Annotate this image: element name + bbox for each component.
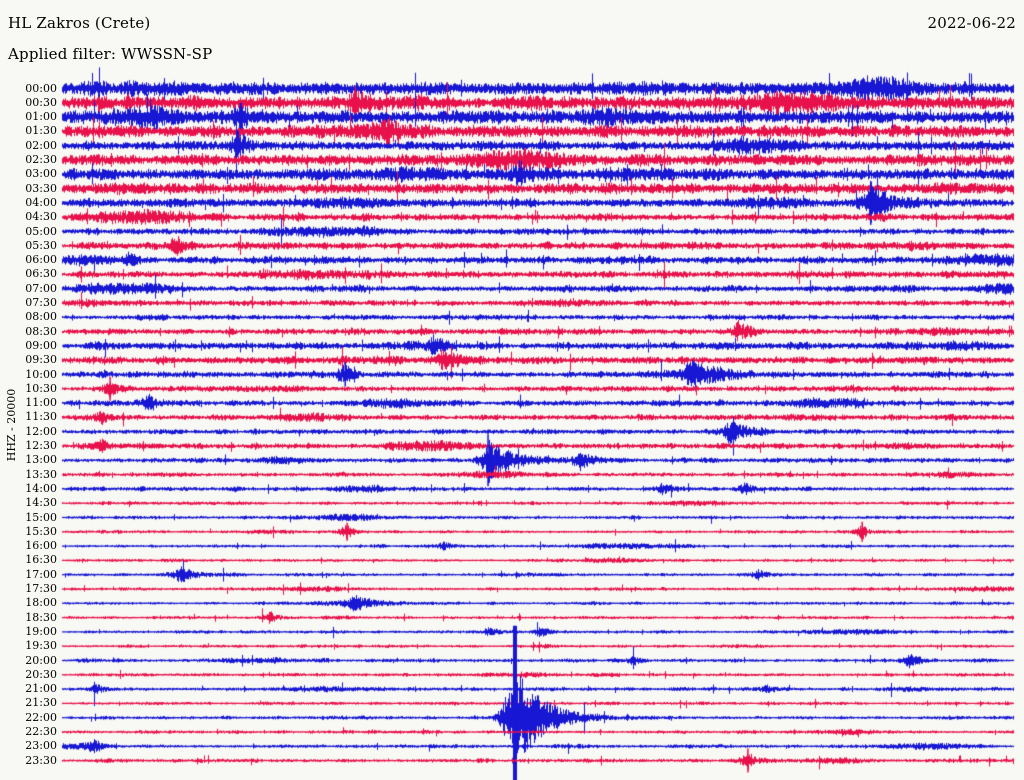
- row-time-label: 20:00: [25, 653, 57, 667]
- row-time-label: 05:00: [25, 224, 57, 238]
- row-time-label: 21:00: [25, 682, 57, 696]
- row-time-label: 19:00: [25, 624, 57, 638]
- row-time-label: 02:00: [25, 138, 57, 152]
- row-time-label: 10:30: [25, 381, 57, 395]
- row-time-label: 15:00: [25, 510, 57, 524]
- row-time-label: 20:30: [25, 667, 57, 681]
- row-time-label: 05:30: [25, 238, 57, 252]
- row-time-label: 19:30: [25, 639, 57, 653]
- row-time-label: 03:30: [25, 181, 57, 195]
- row-time-label: 18:30: [25, 610, 57, 624]
- row-time-label: 00:00: [25, 81, 57, 95]
- row-time-label: 02:30: [25, 153, 57, 166]
- row-time-label: 13:30: [25, 467, 57, 481]
- row-time-label: 21:30: [25, 696, 57, 710]
- row-time-label: 22:00: [25, 710, 57, 724]
- row-time-label: 18:00: [25, 596, 57, 610]
- row-time-label: 01:30: [25, 124, 57, 138]
- row-time-label: 09:30: [25, 353, 57, 367]
- row-time-label: 10:00: [25, 367, 57, 381]
- row-time-label: 14:00: [25, 481, 57, 495]
- row-time-label: 04:00: [25, 195, 57, 209]
- time-axis: 00:00 00:30 01:00 01:30 02:00 02:30 03:00 03:30…: [0, 0, 58, 780]
- row-time-label: 23:30: [25, 753, 57, 767]
- row-time-label: 06:30: [25, 267, 57, 281]
- row-time-label: 08:00: [25, 310, 57, 324]
- row-time-label: 17:00: [25, 567, 57, 581]
- row-time-label: 07:00: [25, 281, 57, 295]
- row-time-label: 11:00: [25, 396, 57, 410]
- row-time-label: 00:30: [25, 95, 57, 109]
- row-time-label: 07:30: [25, 296, 57, 309]
- row-time-label: 15:30: [25, 524, 57, 538]
- row-time-label: 23:00: [25, 739, 57, 753]
- row-time-label: 08:30: [25, 324, 57, 338]
- row-time-label: 14:30: [25, 496, 57, 510]
- row-time-label: 17:30: [25, 582, 57, 595]
- row-time-label: 03:00: [25, 167, 57, 181]
- row-time-label: 11:30: [25, 410, 57, 424]
- row-time-label: 01:00: [25, 110, 57, 124]
- row-time-label: 06:00: [25, 253, 57, 267]
- row-time-label: 13:00: [25, 453, 57, 467]
- row-time-label: 22:30: [25, 725, 57, 738]
- row-time-label: 09:00: [25, 338, 57, 352]
- row-time-label: 04:30: [25, 210, 57, 224]
- row-time-label: 12:00: [25, 424, 57, 438]
- row-time-label: 16:00: [25, 539, 57, 553]
- row-time-label: 16:30: [25, 553, 57, 567]
- row-time-label: 12:30: [25, 439, 57, 452]
